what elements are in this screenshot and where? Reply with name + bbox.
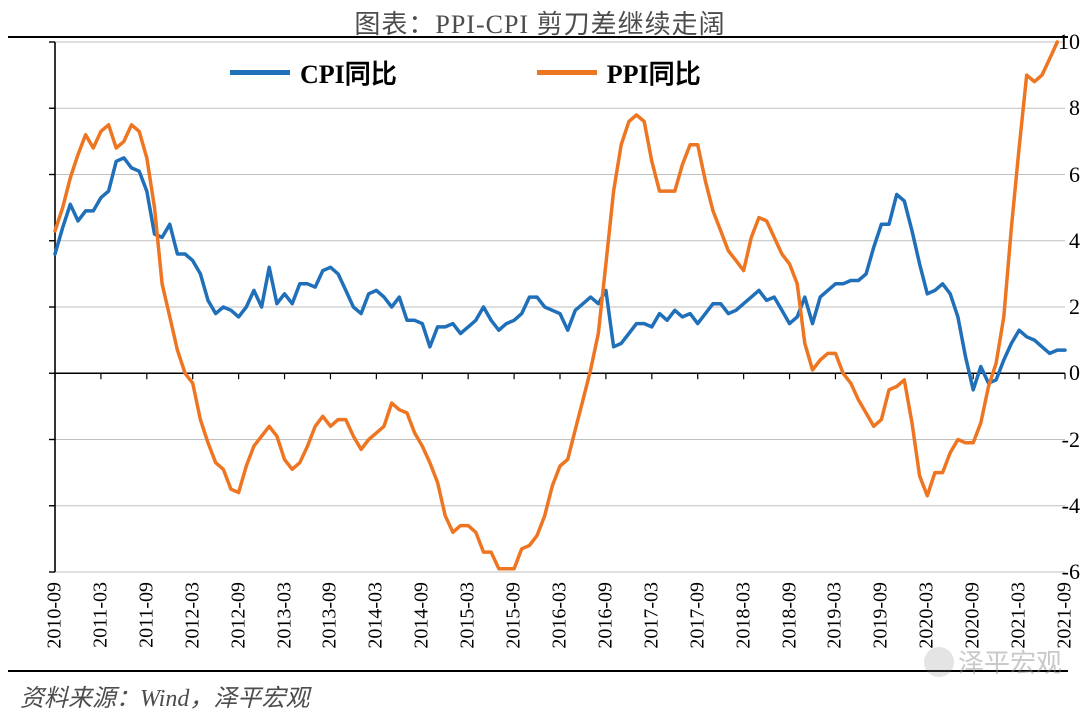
x-tick-label: 2019-09 — [870, 582, 893, 649]
legend-item: PPI同比 — [537, 54, 701, 91]
x-tick-label: 2015-03 — [457, 582, 480, 649]
legend-swatch — [537, 70, 597, 75]
x-tick-label: 2011-03 — [89, 582, 112, 648]
x-tick-label: 2021-09 — [1054, 582, 1077, 649]
y-tick-label: 8 — [1035, 95, 1080, 121]
x-tick-label: 2012-09 — [227, 582, 250, 649]
x-tick-label: 2016-03 — [549, 582, 572, 649]
x-tick-label: 2018-09 — [778, 582, 801, 649]
x-tick-label: 2021-03 — [1008, 582, 1031, 649]
y-tick-label: 6 — [1035, 162, 1080, 188]
x-tick-label: 2013-03 — [273, 582, 296, 649]
x-tick-label: 2016-09 — [594, 582, 617, 649]
y-tick-label: -2 — [1035, 427, 1080, 453]
x-tick-label: 2019-03 — [824, 582, 847, 649]
x-tick-label: 2014-03 — [365, 582, 388, 649]
legend-label: PPI同比 — [607, 54, 701, 91]
y-tick-label: 0 — [1035, 360, 1080, 386]
y-tick-label: 2 — [1035, 294, 1080, 320]
legend: CPI同比 PPI同比 — [230, 54, 701, 91]
x-tick-label: 2012-03 — [181, 582, 204, 649]
watermark: 泽平宏观 — [924, 643, 1062, 680]
series-line — [55, 42, 1057, 569]
x-tick-label: 2017-03 — [640, 582, 663, 649]
x-tick-label: 2015-09 — [503, 582, 526, 649]
x-tick-label: 2014-09 — [411, 582, 434, 649]
source-label: 资料来源：Wind，泽平宏观 — [20, 678, 309, 713]
legend-label: CPI同比 — [300, 54, 397, 91]
x-tick-label: 2020-03 — [916, 582, 939, 649]
y-tick-label: -4 — [1035, 493, 1080, 519]
x-tick-label: 2013-09 — [319, 582, 342, 649]
x-tick-label: 2011-09 — [135, 582, 158, 648]
x-tick-label: 2018-03 — [732, 582, 755, 649]
x-tick-label: 2020-09 — [962, 582, 985, 649]
y-tick-label: 4 — [1035, 228, 1080, 254]
series-line — [55, 158, 1065, 390]
legend-item: CPI同比 — [230, 54, 397, 91]
legend-swatch — [230, 70, 290, 75]
x-tick-label: 2010-09 — [44, 582, 67, 649]
bottom-border — [8, 670, 1068, 672]
y-tick-label: 10 — [1035, 29, 1080, 55]
x-tick-label: 2017-09 — [686, 582, 709, 649]
